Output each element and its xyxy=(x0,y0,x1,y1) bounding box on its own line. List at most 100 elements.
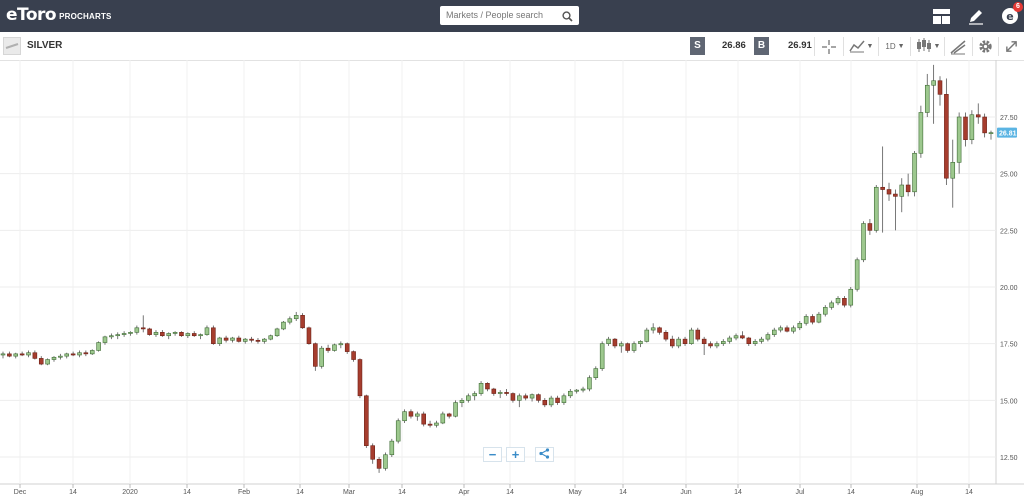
notification-badge: 6 xyxy=(1013,2,1023,12)
candle-body xyxy=(529,394,535,399)
candle-body xyxy=(510,393,516,401)
candle-body xyxy=(77,352,82,356)
y-tick-label: 12.50 xyxy=(1000,455,1018,462)
candle-body xyxy=(293,315,299,320)
drawing-tools-icon[interactable] xyxy=(947,37,969,56)
candle-body xyxy=(625,343,630,351)
candle-body xyxy=(803,316,809,324)
candle-body xyxy=(440,413,446,424)
candle-body xyxy=(179,332,184,337)
candle-body xyxy=(211,327,216,344)
candle-body xyxy=(466,395,471,401)
crosshair-icon[interactable] xyxy=(818,37,840,56)
candle-body xyxy=(96,342,101,351)
candle-body xyxy=(963,116,968,140)
candle-body xyxy=(300,315,305,329)
chevron-down-icon: ▼ xyxy=(933,43,941,50)
candle-body xyxy=(262,338,267,342)
search-icon[interactable] xyxy=(562,9,573,27)
logo-text: eToro xyxy=(6,5,57,25)
candle-body xyxy=(478,383,484,394)
candle-body xyxy=(26,352,31,356)
x-tick-label: 14 xyxy=(965,489,973,496)
candle-body xyxy=(670,338,675,347)
last-price-label: 26.81 xyxy=(999,131,1017,138)
chevron-down-icon: ▼ xyxy=(866,43,874,50)
x-tick-label: 14 xyxy=(296,489,304,496)
toolbar-divider xyxy=(814,37,815,56)
x-tick-label: 14 xyxy=(183,489,191,496)
last-price-tag-bg xyxy=(997,127,1017,138)
settings-gear-icon[interactable] xyxy=(975,37,995,56)
candle-body xyxy=(714,343,720,347)
share-button[interactable] xyxy=(535,447,554,462)
candle-body xyxy=(249,338,254,341)
price-chart[interactable]: 12.50 15.00 17.50 20.00 22.50 25.00 27.50 Dec 1… xyxy=(0,60,1024,500)
candle-body xyxy=(70,353,76,356)
candle-body xyxy=(606,338,611,344)
candle-body xyxy=(663,332,669,340)
candle-body xyxy=(950,162,956,179)
chart-type-button[interactable]: ▼ xyxy=(914,37,942,56)
x-tick-label: Feb xyxy=(238,489,250,496)
indicators-button[interactable]: ▼ xyxy=(848,37,874,56)
candle-body xyxy=(134,327,140,333)
candle-body xyxy=(287,318,293,323)
toolbar-divider xyxy=(944,37,945,56)
sell-button[interactable]: S xyxy=(690,37,705,55)
top-bar: eToro PROCHARTS e 6 xyxy=(0,0,1024,32)
candle-body xyxy=(752,341,758,344)
y-tick-label: 22.50 xyxy=(1000,228,1018,235)
candle-body xyxy=(402,411,407,422)
zoom-in-button[interactable]: + xyxy=(506,447,525,462)
candle-body xyxy=(931,80,936,86)
x-tick-label: Dec xyxy=(14,489,27,496)
user-avatar-icon[interactable]: e 6 xyxy=(1000,2,1023,26)
indicators-icon xyxy=(848,39,865,55)
svg-text:e: e xyxy=(1006,10,1013,23)
candle-body xyxy=(453,402,458,417)
candle-body xyxy=(395,420,401,442)
candle-body xyxy=(364,395,369,446)
candle-body xyxy=(848,288,854,306)
edit-icon[interactable] xyxy=(966,6,986,26)
sell-price[interactable]: 26.86 xyxy=(722,40,746,51)
instrument-icon xyxy=(3,37,21,55)
zoom-out-button[interactable]: − xyxy=(483,447,502,462)
layout-icon[interactable] xyxy=(931,6,951,26)
buy-button[interactable]: B xyxy=(754,37,769,55)
chart-grid xyxy=(0,60,1024,485)
candle-body xyxy=(89,350,95,355)
candle-body xyxy=(956,116,962,163)
etoro-logo[interactable]: eToro PROCHARTS xyxy=(6,6,112,24)
candle-body xyxy=(880,186,885,190)
buy-price[interactable]: 26.91 xyxy=(788,40,812,51)
candle-body xyxy=(191,333,197,337)
candle-body xyxy=(491,388,497,394)
y-tick-label: 17.50 xyxy=(1000,342,1018,349)
candle-body xyxy=(38,358,44,365)
candle-body xyxy=(408,411,414,417)
x-tick-label: May xyxy=(568,489,582,496)
y-tick-label: 15.00 xyxy=(1000,398,1018,405)
candle-body xyxy=(574,389,579,392)
search-input[interactable] xyxy=(446,8,558,22)
candle-body xyxy=(325,347,331,351)
candle-body xyxy=(427,423,433,426)
candle-body xyxy=(759,338,764,342)
x-tick-label: Apr xyxy=(459,489,471,496)
candle-body xyxy=(45,359,50,365)
share-icon xyxy=(539,448,550,459)
search-box[interactable] xyxy=(440,6,579,25)
candle-body xyxy=(51,356,57,360)
candle-body xyxy=(944,94,949,179)
candle-body xyxy=(905,184,911,193)
candle-body xyxy=(542,400,548,406)
candle-body xyxy=(873,186,879,231)
candle-body xyxy=(676,338,681,347)
candle-body xyxy=(937,80,943,95)
fullscreen-icon[interactable] xyxy=(1001,37,1021,56)
candle-body xyxy=(153,332,159,335)
candle-body xyxy=(0,353,6,356)
interval-select[interactable]: 1D ▼ xyxy=(882,37,908,56)
